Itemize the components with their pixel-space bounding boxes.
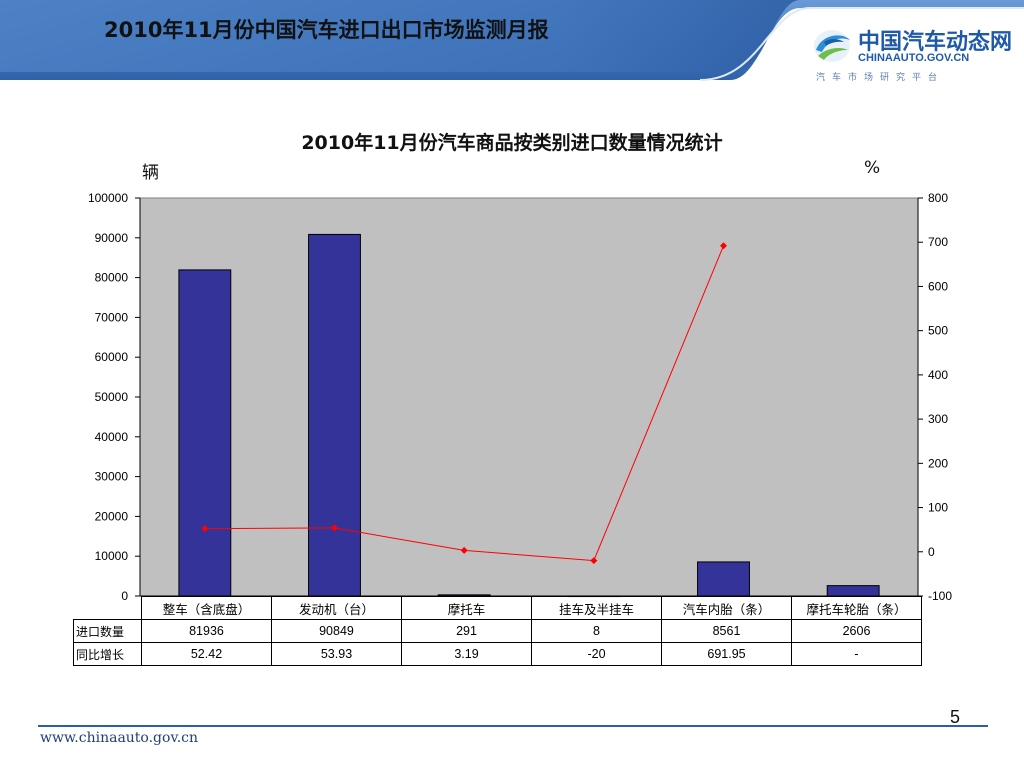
left-axis-tick-label: 60000 <box>95 350 129 364</box>
growth-point <box>720 242 727 250</box>
growth-point <box>590 557 598 565</box>
category-cell: 摩托车 <box>401 596 532 620</box>
left-axis-tick-label: 40000 <box>95 430 129 444</box>
page-number: 5 <box>950 707 961 727</box>
right-axis-tick-label: 800 <box>928 191 948 205</box>
logo-subtitle: 汽车市场研究平台 <box>816 73 945 83</box>
table-row: 进口数量 81936 90849 291 8 8561 2606 <box>73 619 922 643</box>
table-cell: 52.42 <box>141 642 272 666</box>
table-row: 同比增长 52.42 53.93 3.19 -20 691.95 - <box>73 642 922 666</box>
table-cell: 2606 <box>791 619 922 643</box>
growth-point <box>460 546 468 554</box>
table-cell: 291 <box>401 619 532 643</box>
left-axis-tick-label: 50000 <box>95 390 129 404</box>
category-cell: 汽车内胎（条） <box>661 596 792 620</box>
table-cell: 8 <box>531 619 662 643</box>
left-axis-tick-label: 80000 <box>95 271 129 285</box>
logo-name-en: CHINAAUTO.GOV.CN <box>858 52 970 64</box>
right-axis-tick-label: 100 <box>928 501 948 515</box>
right-axis-tick-label: 0 <box>928 545 935 559</box>
category-cell: 发动机（台） <box>271 596 402 620</box>
right-axis-tick-label: -100 <box>928 589 952 603</box>
footer-url: www.chinaauto.gov.cn <box>40 730 199 746</box>
table-header-row: 整车（含底盘） 发动机（台） 摩托车 挂车及半挂车 汽车内胎（条） 摩托车轮胎（… <box>74 596 922 620</box>
growth-point <box>331 524 338 532</box>
data-table: 整车（含底盘） 发动机（台） 摩托车 挂车及半挂车 汽车内胎（条） 摩托车轮胎（… <box>73 596 922 666</box>
bar <box>826 585 880 597</box>
table-corner <box>74 597 142 620</box>
table-cell: 90849 <box>271 619 402 643</box>
growth-point <box>201 525 209 533</box>
footer-divider <box>38 725 988 727</box>
category-cell: 挂车及半挂车 <box>531 596 662 620</box>
left-axis-tick-label: 100000 <box>88 191 128 205</box>
table-cell: 8561 <box>661 619 792 643</box>
table-cell: 3.19 <box>401 642 532 666</box>
growth-line <box>204 245 724 562</box>
bar <box>697 561 750 597</box>
right-axis-tick-label: 700 <box>928 235 948 249</box>
table-cell: - <box>791 642 922 666</box>
left-axis-tick-label: 30000 <box>95 470 129 484</box>
category-cell: 摩托车轮胎（条） <box>791 596 922 620</box>
left-axis-tick-label: 20000 <box>95 509 129 523</box>
category-cell: 整车（含底盘） <box>141 596 272 620</box>
chart-title: 2010年11月份汽车商品按类别进口数量情况统计 <box>301 132 723 154</box>
right-axis-tick-label: 500 <box>928 324 948 338</box>
plot-area <box>139 197 919 597</box>
left-axis-unit: 辆 <box>142 163 159 183</box>
logo-swirl-icon <box>814 30 850 62</box>
right-axis-unit: % <box>864 158 881 178</box>
row-label: 同比增长 <box>73 642 142 666</box>
row-label: 进口数量 <box>73 619 142 643</box>
header-banner <box>0 0 1024 81</box>
left-axis-tick-label: 70000 <box>95 310 129 324</box>
right-axis-tick-label: 300 <box>928 412 948 426</box>
table-cell: 691.95 <box>661 642 792 666</box>
table-cell: 81936 <box>141 619 272 643</box>
left-axis-tick-label: 90000 <box>95 231 129 245</box>
left-axis-tick-label: 10000 <box>95 549 129 563</box>
logo-name-cn: 中国汽车动态网 <box>858 30 1013 55</box>
bar <box>308 233 361 597</box>
bar <box>178 269 232 597</box>
table-cell: 53.93 <box>271 642 402 666</box>
table-cell: -20 <box>531 642 662 666</box>
right-axis-tick-label: 200 <box>928 456 948 470</box>
logo: 中国汽车动态网 CHINAAUTO.GOV.CN 汽车市场研究平台 <box>810 22 1013 84</box>
right-axis-tick-label: 400 <box>928 368 948 382</box>
right-axis-tick-label: 600 <box>928 279 948 293</box>
page-title: 2010年11月份中国汽车进口出口市场监测月报 <box>104 18 549 42</box>
